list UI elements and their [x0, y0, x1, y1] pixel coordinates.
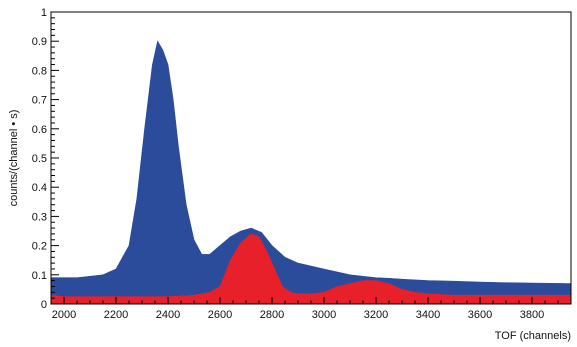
y-tick-label: 0.7 — [32, 95, 47, 107]
y-tick-label: 0.4 — [32, 182, 47, 194]
x-tick-label: 3400 — [416, 309, 440, 321]
x-tick-label: 2000 — [52, 309, 76, 321]
y-tick-label: 0.5 — [32, 153, 47, 165]
x-tick-label: 3200 — [364, 309, 388, 321]
x-tick-label: 2600 — [208, 309, 232, 321]
y-axis: 0 0.1 0.2 0.3 0.4 0.5 0.6 0.7 0.8 0.9 1 — [32, 7, 59, 311]
y-axis-title: counts/(channel • s) — [8, 110, 20, 207]
x-tick-label: 2400 — [156, 309, 180, 321]
y-tick-label: 0 — [41, 299, 47, 311]
x-axis: 2000 2200 2400 2600 2800 3000 3200 3400 3600 3800 — [50, 297, 572, 321]
y-tick-label: 1 — [41, 7, 47, 19]
series-1-area — [50, 233, 572, 305]
x-tick-label: 2200 — [104, 309, 128, 321]
x-tick-label: 3000 — [312, 309, 336, 321]
y-tick-label: 0.3 — [32, 211, 47, 223]
y-tick-label: 0.8 — [32, 65, 47, 77]
x-tick-label: 3600 — [468, 309, 492, 321]
x-tick-label: 3800 — [520, 309, 544, 321]
y-tick-label: 0.2 — [32, 241, 47, 253]
x-tick-label: 2800 — [260, 309, 284, 321]
y-tick-label: 0.1 — [32, 270, 47, 282]
series-layer — [50, 40, 572, 305]
x-axis-title: TOF (channels) — [495, 330, 571, 342]
y-tick-label: 0.6 — [32, 124, 47, 136]
series-0-area — [50, 40, 572, 305]
y-tick-label: 0.9 — [32, 36, 47, 48]
